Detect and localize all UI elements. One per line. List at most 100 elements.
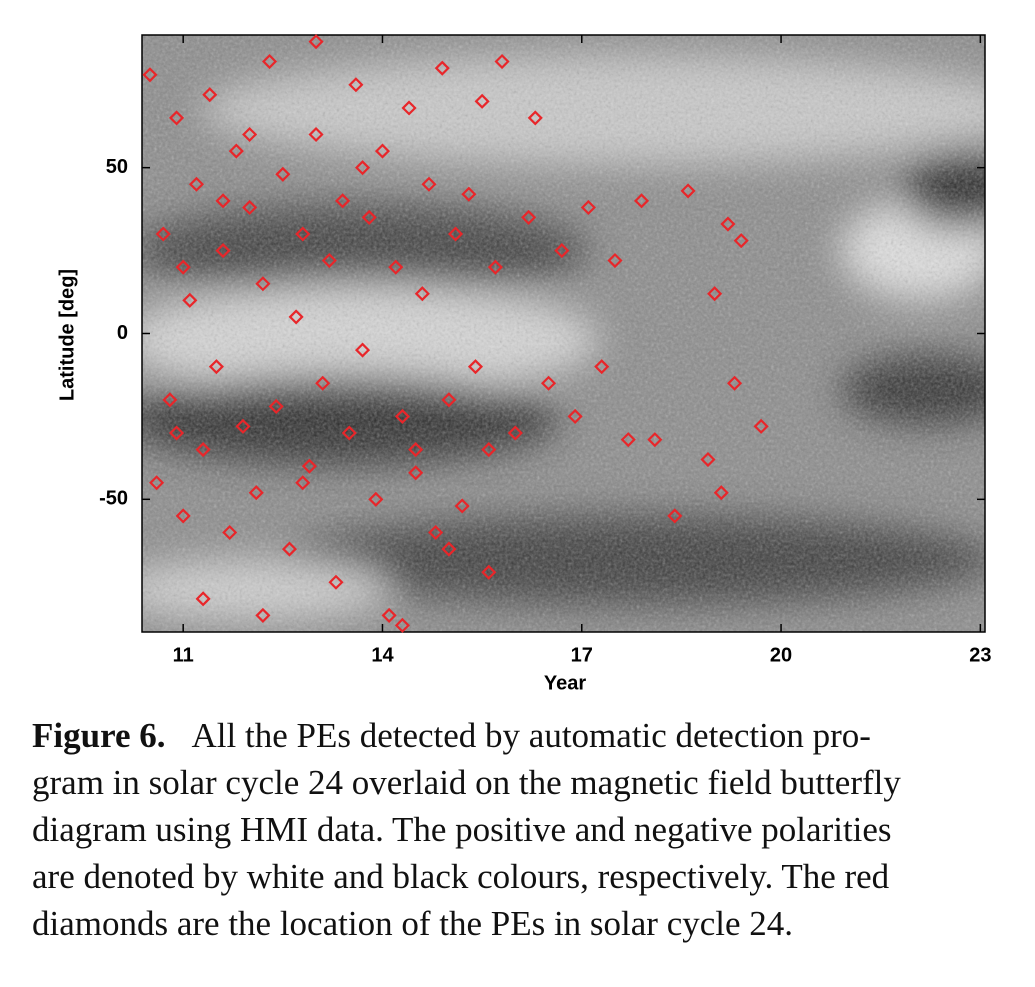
diamond-marker — [421, 176, 437, 192]
diamond-marker — [255, 276, 271, 292]
diamond-marker — [408, 442, 424, 458]
x-tick-label: 11 — [173, 644, 194, 666]
diamond-marker — [368, 491, 384, 507]
diamond-marker — [242, 126, 258, 143]
diamond-marker — [195, 442, 211, 458]
diamond-marker — [567, 408, 583, 424]
diamond-marker — [155, 226, 171, 242]
diamond-marker — [394, 617, 410, 633]
diamond-marker — [441, 541, 457, 557]
y-axis-label: Latitude [deg] — [56, 269, 78, 401]
diamond-marker — [235, 418, 251, 434]
diamond-marker — [494, 53, 510, 70]
caption-text: gram in solar cycle 24 overlaid on the m… — [32, 763, 901, 802]
diamond-marker — [295, 475, 311, 491]
diamond-marker — [335, 193, 351, 209]
diamond-marker — [308, 34, 324, 50]
diamond-marker — [328, 574, 344, 590]
diamond-marker — [175, 259, 191, 275]
diamond-marker — [188, 176, 205, 192]
diamond-marker — [414, 286, 430, 302]
diamond-marker — [454, 498, 470, 514]
diamond-marker — [354, 160, 371, 176]
x-tick-label: 20 — [770, 644, 792, 666]
diamond-marker — [441, 392, 457, 408]
diamond-marker — [261, 53, 278, 70]
diamond-marker — [348, 77, 364, 93]
diamond-marker — [521, 209, 537, 225]
diamond-marker — [474, 93, 490, 109]
diamond-marker — [394, 408, 410, 424]
diamond-marker — [255, 607, 271, 623]
diamond-marker — [487, 259, 503, 275]
diamond-marker — [540, 375, 557, 391]
diamond-marker — [215, 243, 231, 259]
caption-line: diamonds are the location of the PEs in … — [32, 900, 1022, 947]
diamond-marker — [707, 286, 723, 302]
diamond-marker — [248, 485, 264, 501]
diamond-marker — [215, 193, 231, 209]
caption-text: All the PEs detected by automatic detect… — [191, 716, 871, 755]
diamond-marker — [162, 392, 178, 408]
diamond-marker — [481, 442, 497, 458]
diamond-marker — [594, 359, 610, 375]
diamond-marker — [408, 465, 424, 481]
caption: Figure 6. All the PEs detected by automat… — [32, 712, 1022, 947]
diamond-marker — [647, 432, 663, 448]
diamond-marker — [554, 243, 570, 259]
diamond-marker — [467, 359, 484, 375]
caption-label: Figure 6. — [32, 716, 166, 755]
caption-text: diagram using HMI data. The positive and… — [32, 810, 892, 849]
diamond-marker — [753, 418, 769, 434]
y-tick-label: -50 — [99, 488, 128, 510]
diamond-marker — [374, 143, 391, 159]
diamond-marker — [308, 126, 324, 143]
y-tick-label: 0 — [117, 322, 128, 344]
diamond-marker — [242, 199, 258, 216]
diamond-marker — [208, 359, 224, 375]
caption-line: are denoted by white and black colours, … — [32, 853, 1022, 900]
diamond-marker — [275, 166, 291, 182]
diamond-marker — [434, 60, 450, 76]
chart: Year Latitude [deg] 11 14 17 20 23 50 0 -50 — [56, 34, 991, 694]
diamond-marker — [507, 425, 523, 441]
diamond-marker — [713, 485, 729, 501]
diamond-marker — [228, 143, 244, 159]
caption-text: diamonds are the location of the PEs in … — [32, 904, 794, 943]
diamond-marker — [727, 375, 743, 391]
diamond-marker — [361, 209, 377, 225]
butterfly-background — [142, 35, 985, 632]
diamond-marker — [461, 186, 477, 202]
y-tick-label: 50 — [106, 156, 128, 178]
diamond-marker — [202, 87, 218, 103]
diamond-marker — [168, 425, 185, 441]
diamond-marker — [607, 252, 623, 269]
x-axis-label: Year — [544, 672, 586, 694]
diamond-marker — [634, 193, 650, 209]
diamond-marker — [321, 252, 337, 269]
diamond-marker — [527, 110, 543, 126]
x-tick-label: 14 — [371, 644, 394, 666]
diamond-marker — [301, 458, 317, 474]
diamond-marker — [667, 508, 683, 524]
diamond-marker — [149, 475, 165, 491]
diamond-marker — [268, 398, 284, 415]
diamond-marker — [341, 425, 357, 441]
diamond-marker — [295, 226, 311, 242]
diamond-marker — [620, 432, 636, 448]
diamond-marker — [175, 508, 191, 524]
caption-line: Figure 6. All the PEs detected by automat… — [32, 712, 1022, 759]
diamond-marker — [401, 100, 417, 116]
diamond-marker — [315, 375, 331, 391]
x-tick-label: 17 — [571, 644, 593, 666]
diamond-marker — [680, 183, 696, 199]
caption-line: gram in solar cycle 24 overlaid on the m… — [32, 759, 1022, 806]
diamond-marker — [580, 199, 596, 216]
diamond-marker — [182, 292, 198, 308]
diamond-marker — [195, 591, 211, 607]
diamond-marker — [388, 259, 404, 275]
caption-text: are denoted by white and black colours, … — [32, 857, 890, 896]
diamond-marker — [222, 524, 238, 541]
diamond-marker — [428, 524, 444, 541]
